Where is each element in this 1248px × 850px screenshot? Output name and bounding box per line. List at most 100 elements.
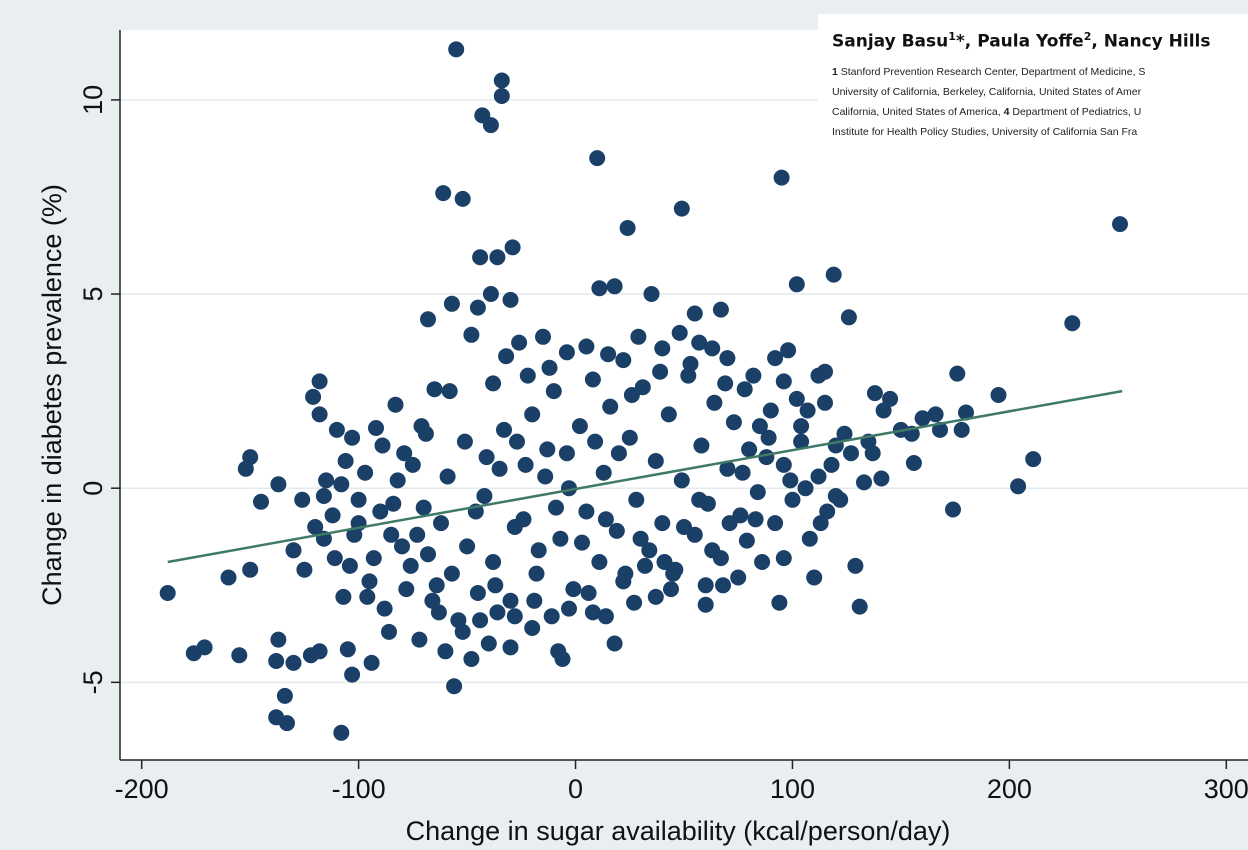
author-name: Nancy Hills bbox=[1103, 31, 1211, 52]
data-point bbox=[717, 375, 734, 392]
data-point bbox=[775, 456, 792, 473]
data-point bbox=[628, 491, 645, 508]
data-point bbox=[730, 569, 747, 586]
data-point bbox=[374, 437, 391, 454]
data-point bbox=[823, 456, 840, 473]
data-point bbox=[574, 534, 590, 551]
data-point bbox=[524, 620, 541, 636]
data-point bbox=[482, 286, 499, 302]
data-point bbox=[597, 608, 614, 625]
data-point bbox=[945, 501, 961, 518]
data-point bbox=[840, 309, 857, 326]
y-tick-label: 10 bbox=[78, 85, 108, 115]
data-point bbox=[673, 200, 690, 217]
data-point bbox=[882, 390, 899, 407]
data-point bbox=[545, 383, 562, 400]
data-point bbox=[817, 363, 833, 380]
data-point bbox=[311, 373, 328, 390]
data-point bbox=[608, 522, 625, 539]
data-point bbox=[1064, 315, 1081, 332]
data-point bbox=[637, 557, 653, 574]
data-point bbox=[344, 429, 361, 446]
affiliation-text: Stanford Prevention Research Center, Dep… bbox=[837, 66, 1146, 78]
data-point bbox=[491, 460, 508, 477]
data-point bbox=[602, 398, 619, 415]
data-point bbox=[762, 402, 779, 419]
data-point bbox=[372, 503, 389, 520]
data-point bbox=[810, 468, 827, 485]
data-point bbox=[296, 561, 313, 578]
data-point bbox=[524, 406, 541, 423]
data-point bbox=[469, 299, 486, 316]
data-point bbox=[426, 381, 443, 398]
data-points bbox=[159, 41, 1128, 741]
data-point bbox=[788, 276, 805, 293]
data-point bbox=[270, 476, 287, 493]
affiliation-number: 1 bbox=[832, 66, 838, 78]
data-point bbox=[472, 249, 489, 266]
data-point bbox=[676, 519, 692, 535]
data-point bbox=[719, 350, 736, 367]
data-point bbox=[324, 507, 341, 524]
data-point bbox=[456, 433, 473, 450]
affiliation-text: Department of Pediatrics, U bbox=[1009, 106, 1142, 118]
data-point bbox=[673, 472, 690, 489]
author-name: Sanjay Basu bbox=[832, 31, 949, 52]
data-point bbox=[242, 561, 259, 578]
data-point bbox=[493, 88, 510, 104]
data-point bbox=[315, 488, 332, 504]
data-point bbox=[498, 348, 515, 365]
author-affiliation-number: 2 bbox=[1083, 30, 1092, 43]
data-point bbox=[775, 550, 792, 567]
data-point bbox=[652, 363, 669, 380]
data-point bbox=[741, 441, 758, 458]
data-point bbox=[459, 538, 476, 555]
data-point bbox=[424, 592, 441, 609]
data-point bbox=[558, 445, 575, 462]
data-point bbox=[856, 474, 872, 491]
author-affiliation-number: 1 bbox=[948, 30, 956, 43]
data-point bbox=[715, 577, 731, 594]
data-point bbox=[389, 472, 406, 489]
data-point bbox=[528, 565, 545, 582]
data-point bbox=[415, 499, 432, 516]
data-point bbox=[751, 418, 768, 435]
data-point bbox=[441, 383, 458, 400]
data-point bbox=[671, 324, 688, 341]
data-point bbox=[866, 385, 883, 402]
data-point bbox=[417, 425, 434, 442]
data-point bbox=[775, 373, 792, 390]
author-name: Paula Yoffe bbox=[977, 31, 1084, 52]
data-point bbox=[691, 334, 708, 351]
data-point bbox=[745, 367, 762, 384]
affiliation-line: Institute for Health Policy Studies, Uni… bbox=[832, 126, 1137, 138]
data-point bbox=[799, 402, 816, 419]
corresponding-mark: * bbox=[955, 31, 965, 52]
data-point bbox=[712, 301, 729, 318]
data-point bbox=[771, 594, 788, 611]
data-point bbox=[305, 388, 322, 405]
data-point bbox=[543, 608, 560, 625]
data-point bbox=[519, 367, 536, 384]
data-point bbox=[385, 495, 402, 512]
data-point bbox=[409, 526, 426, 543]
data-point bbox=[578, 503, 595, 520]
data-point bbox=[610, 445, 627, 462]
data-point bbox=[615, 352, 632, 369]
article-header-card: Sanjay Basu1*, Paula Yoffe2, Nancy Hills… bbox=[818, 14, 1248, 158]
data-point bbox=[641, 542, 658, 559]
data-point bbox=[439, 468, 456, 485]
data-point bbox=[932, 421, 948, 438]
fit-line bbox=[167, 389, 1123, 564]
data-point bbox=[552, 530, 569, 547]
data-point bbox=[1025, 451, 1042, 468]
data-point bbox=[537, 468, 554, 485]
data-point bbox=[437, 643, 454, 660]
data-point bbox=[591, 554, 608, 570]
data-point bbox=[337, 453, 354, 469]
data-point bbox=[428, 577, 445, 594]
data-point bbox=[404, 456, 421, 473]
data-point bbox=[394, 538, 410, 555]
data-point bbox=[958, 404, 974, 421]
data-point bbox=[402, 557, 419, 574]
